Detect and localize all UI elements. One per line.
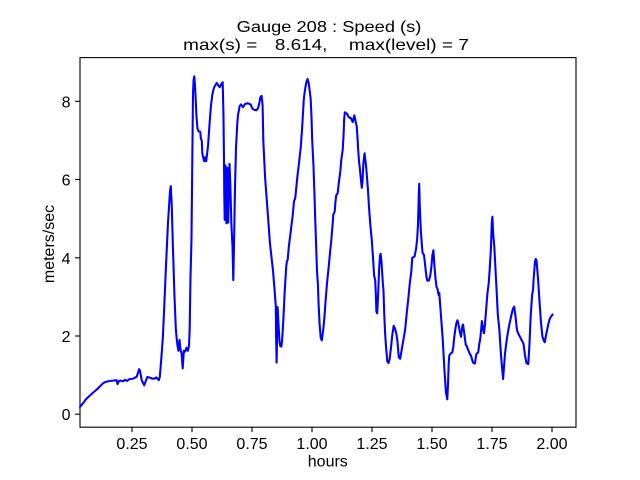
svg-text:hours: hours: [308, 453, 348, 470]
svg-text:Gauge 208 : Speed (s): Gauge 208 : Speed (s): [237, 19, 422, 36]
svg-text:4: 4: [62, 251, 71, 268]
svg-text:1.50: 1.50: [416, 436, 447, 453]
svg-text:0.25: 0.25: [116, 436, 147, 453]
svg-text:8.614,: 8.614,: [275, 37, 328, 54]
svg-text:max(level) = 7: max(level) = 7: [349, 37, 469, 54]
svg-text:6: 6: [62, 173, 71, 190]
svg-text:2: 2: [62, 329, 71, 346]
svg-text:8: 8: [62, 94, 71, 111]
svg-text:0.50: 0.50: [176, 436, 207, 453]
svg-text:2.00: 2.00: [536, 436, 567, 453]
svg-text:1.00: 1.00: [296, 436, 327, 453]
svg-text:meters/sec: meters/sec: [41, 205, 58, 283]
svg-text:max(s) =: max(s) =: [183, 37, 257, 54]
svg-text:1.75: 1.75: [476, 436, 507, 453]
svg-text:0: 0: [62, 407, 71, 424]
svg-text:0.75: 0.75: [236, 436, 267, 453]
svg-text:1.25: 1.25: [356, 436, 387, 453]
